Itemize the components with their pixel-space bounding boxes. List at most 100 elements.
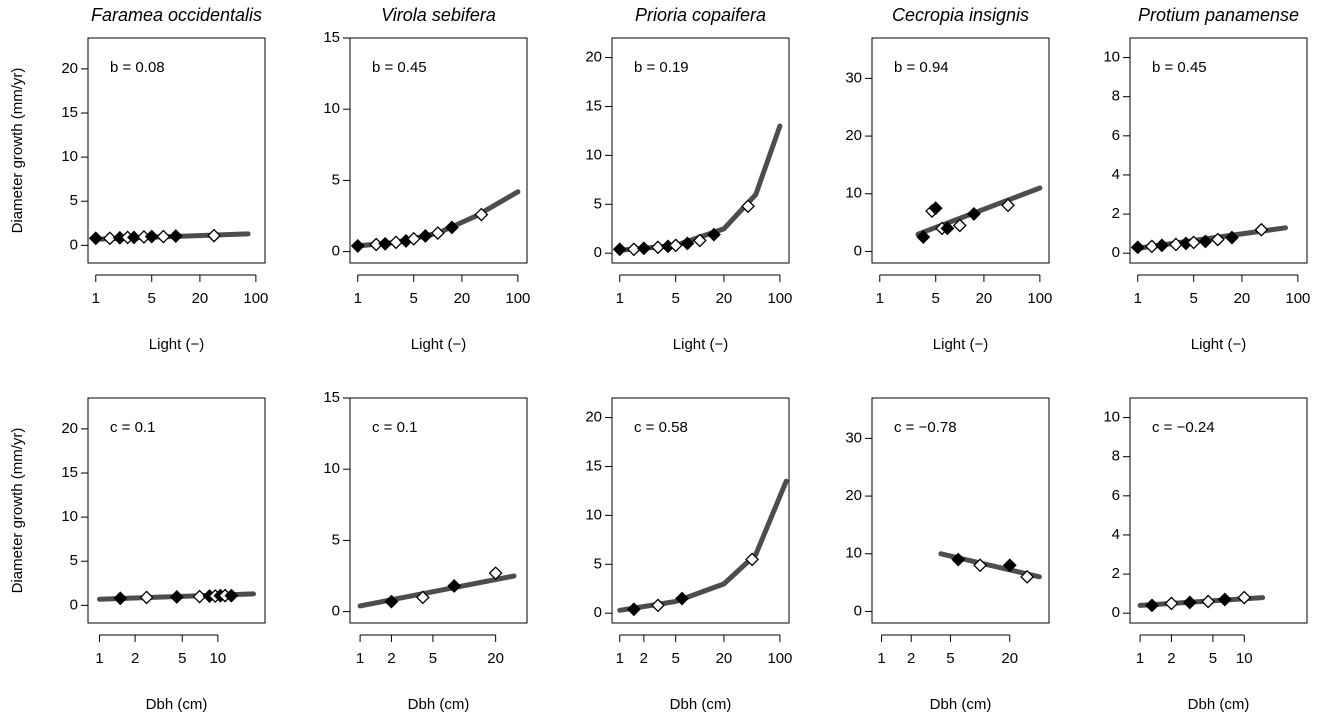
mean-diamond: [1225, 230, 1239, 245]
mean-diamond: [928, 201, 943, 216]
panel-title: Protium panamense: [1138, 5, 1299, 25]
x-tick-label: 5: [429, 650, 437, 667]
y-tick-label: 2: [1112, 205, 1120, 222]
x-tick-label: 1: [1136, 650, 1144, 667]
panel-title: Faramea occidentalis: [91, 5, 262, 25]
mean-diamond: [1237, 590, 1252, 605]
mean-diamond: [1144, 239, 1159, 254]
plot-frame: [611, 37, 790, 264]
y-axis-label: Diameter growth (mm/yr): [9, 428, 26, 594]
mean-diamond: [444, 220, 459, 235]
fit-line: [617, 123, 783, 253]
x-tick-label: 2: [387, 650, 395, 667]
x-tick-label: 2: [640, 650, 648, 667]
y-tick-label: 10: [845, 545, 862, 562]
y-tick-label: 30: [845, 69, 862, 86]
y-tick-label: 5: [332, 531, 340, 548]
mean-diamond: [139, 590, 154, 605]
mean-diamond: [1186, 235, 1201, 250]
mean-diamond: [651, 598, 665, 613]
x-tick-label: 100: [243, 290, 268, 307]
mean-diamond: [1002, 558, 1017, 573]
mean-diamond: [1198, 234, 1213, 249]
x-tick-label: 5: [932, 290, 940, 307]
y-tick-label: 15: [585, 97, 602, 114]
y-tick-label: 0: [70, 236, 78, 253]
mean-diamond: [1254, 222, 1269, 237]
annotation: b = 0.45: [372, 59, 427, 76]
x-axis-label: Dbh (cm): [146, 696, 208, 713]
y-tick-label: 0: [594, 244, 602, 261]
mean-diamond: [1020, 569, 1035, 584]
mean-diamond: [378, 236, 393, 251]
y-tick-label: 20: [61, 420, 78, 437]
plot-frame: [349, 37, 528, 264]
mean-diamond: [113, 591, 128, 606]
x-tick-label: 10: [210, 650, 227, 667]
plot-frame: [1129, 397, 1308, 624]
y-tick-label: 20: [61, 60, 78, 77]
y-tick-label: 6: [1112, 127, 1120, 144]
x-axis-label: Dbh (cm): [408, 696, 470, 713]
mean-diamond: [612, 242, 627, 257]
x-tick-label: 20: [716, 290, 733, 307]
x-tick-label: 5: [410, 290, 418, 307]
x-tick-label: 100: [1027, 290, 1052, 307]
mean-diamond: [668, 238, 683, 253]
x-tick-label: 2: [131, 650, 139, 667]
mean-diamond: [156, 229, 171, 244]
mean-diamond: [952, 218, 967, 233]
y-tick-label: 5: [332, 171, 340, 188]
y-tick-label: 15: [61, 104, 78, 121]
annotation: c = 0.58: [634, 419, 688, 436]
mean-diamond: [207, 228, 221, 243]
y-tick-label: 20: [585, 409, 602, 426]
x-tick-label: 20: [192, 290, 209, 307]
x-tick-label: 5: [1190, 290, 1198, 307]
plot-frame: [87, 37, 266, 264]
mean-diamond: [430, 226, 445, 241]
y-tick-label: 30: [845, 429, 862, 446]
fit-line: [357, 573, 517, 609]
mean-diamond: [706, 227, 721, 242]
x-axis-label: Light (−): [149, 336, 204, 353]
mean-diamond: [169, 590, 184, 604]
mean-diamond: [1130, 240, 1145, 255]
panel-title: Virola sebifera: [381, 5, 496, 25]
y-tick-label: 0: [1112, 604, 1120, 621]
x-tick-label: 1: [1134, 290, 1142, 307]
x-axis-label: Light (−): [1191, 336, 1246, 353]
x-tick-label: 100: [1285, 290, 1310, 307]
y-tick-label: 10: [585, 146, 602, 163]
annotation: b = 0.19: [634, 59, 689, 76]
plot-frame: [871, 397, 1050, 624]
panel-title: Prioria copaifera: [635, 5, 766, 25]
mean-diamond: [384, 594, 399, 609]
x-tick-label: 20: [487, 650, 504, 667]
mean-diamond: [745, 552, 760, 567]
mean-diamond: [973, 558, 988, 573]
annotation: c = 0.1: [110, 419, 155, 436]
x-tick-label: 5: [178, 650, 186, 667]
mean-diamond: [680, 236, 695, 251]
y-tick-label: 5: [70, 552, 78, 569]
mean-diamond: [626, 242, 641, 257]
x-tick-label: 1: [877, 650, 885, 667]
mean-diamond: [1145, 598, 1159, 613]
plot-frame: [611, 397, 790, 624]
y-tick-label: 15: [323, 389, 340, 406]
y-tick-label: 15: [61, 464, 78, 481]
plot-frame: [871, 37, 1050, 264]
x-tick-label: 5: [946, 650, 954, 667]
mean-diamond: [940, 221, 955, 236]
y-tick-label: 10: [323, 100, 340, 117]
mean-diamond: [741, 199, 755, 214]
plot-frame: [1129, 37, 1308, 264]
mean-diamond: [389, 235, 403, 250]
y-tick-label: 10: [1103, 409, 1120, 426]
y-tick-label: 0: [854, 242, 862, 259]
mean-diamond: [916, 230, 931, 244]
plot-frame: [87, 397, 266, 624]
x-tick-label: 1: [616, 650, 624, 667]
mean-diamond: [675, 591, 689, 606]
